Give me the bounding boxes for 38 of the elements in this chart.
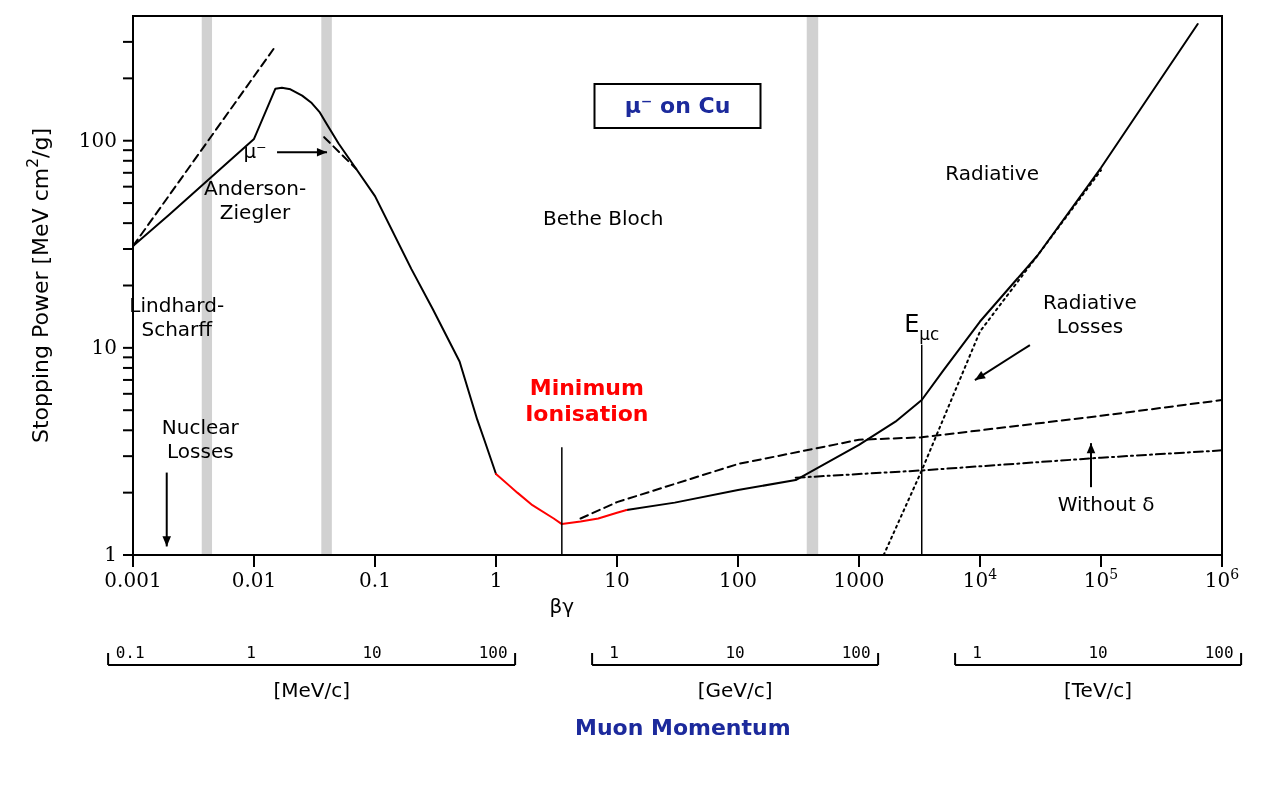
text: 100 xyxy=(1204,643,1234,662)
x-tick-label: 0.01 xyxy=(231,568,277,592)
x-tick-label: 10$^{5}$ xyxy=(1083,566,1119,592)
annotation: Anderson- Ziegler xyxy=(203,175,307,224)
x-tick-label: 0.1 xyxy=(359,568,391,592)
text: 1 xyxy=(246,643,256,662)
y-tick-label: 1 xyxy=(104,541,117,566)
annotation: Bethe Bloch xyxy=(543,205,664,230)
annotation: Radiative Losses xyxy=(1043,289,1137,338)
annotation: Without δ xyxy=(1057,491,1155,516)
text: [TeV/c] xyxy=(1064,678,1133,702)
text: 100 xyxy=(478,643,508,662)
x-tick-label: 10 xyxy=(604,568,630,592)
x-tick-label: 10$^{6}$ xyxy=(1204,566,1240,592)
text: [GeV/c] xyxy=(697,678,773,702)
x-tick-label: 0.001 xyxy=(104,568,162,592)
ref-line-label: Minimum Ionisation xyxy=(525,375,649,427)
x-tick-label: 100 xyxy=(718,568,758,592)
text: 100 xyxy=(841,643,871,662)
x-tick-label: 1000 xyxy=(833,568,885,592)
annotation: Radiative xyxy=(945,160,1040,185)
ref-line-label: E$_{μc}$ xyxy=(904,309,940,344)
text: 10 xyxy=(1088,643,1108,662)
annotation: μ⁻ xyxy=(243,138,267,163)
y-tick-label: 100 xyxy=(78,127,117,152)
text: 1 xyxy=(972,643,982,662)
annotation: Nuclear Losses xyxy=(161,414,240,463)
text: [MeV/c] xyxy=(273,678,351,702)
text: 10 xyxy=(725,643,745,662)
text: 10 xyxy=(362,643,382,662)
text: μ⁻ on Cu xyxy=(624,93,731,118)
x-tick-label: 1 xyxy=(489,568,503,592)
text: Muon Momentum xyxy=(575,715,791,740)
text: 0.1 xyxy=(115,643,145,662)
text: 1 xyxy=(609,643,619,662)
y-tick-label: 10 xyxy=(91,334,117,359)
x-tick-label: 10$^{4}$ xyxy=(962,566,998,592)
x-axis-title: βγ xyxy=(549,594,575,618)
